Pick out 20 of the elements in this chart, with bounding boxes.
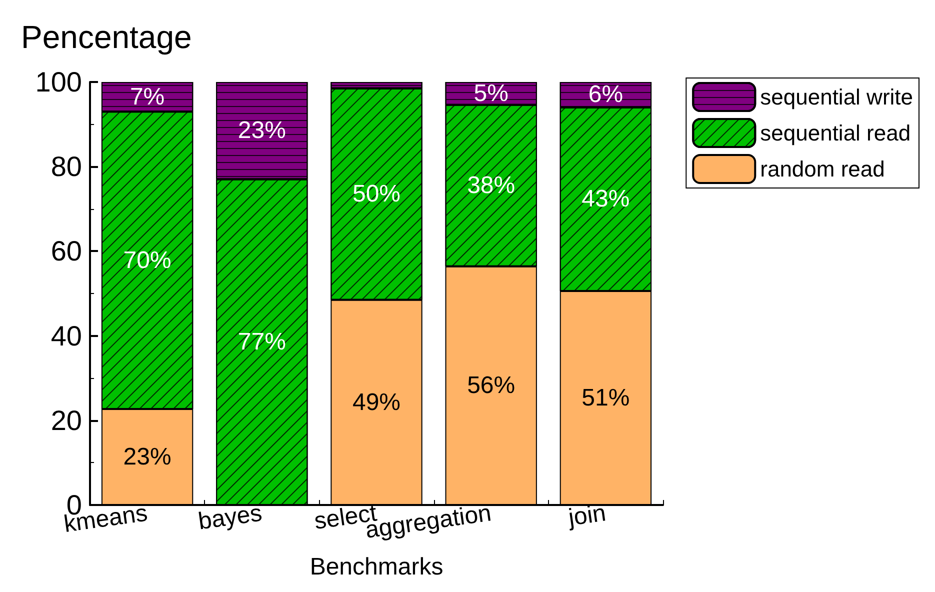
y-tick-label: 80 [50,151,82,182]
legend-label: sequential read [760,120,911,146]
data-label: 6% [588,81,624,108]
data-label: 5% [474,80,508,107]
data-label: 23% [238,117,286,144]
y-tick-label: 100 [35,66,82,98]
data-label: 51% [582,384,630,412]
y-axis-title: Pencentage [21,19,192,55]
data-label: 56% [467,372,516,400]
x-tick-label: bayes [196,500,264,536]
data-label: 49% [352,388,401,416]
data-label: 23% [123,443,172,470]
data-label: 7% [130,83,165,110]
legend-label: random read [760,156,885,182]
y-tick-label: 40 [50,320,82,352]
x-axis-title: Benchmarks [310,554,444,580]
y-tick-label: 60 [50,236,82,267]
legend-label: sequential write [760,84,914,110]
y-tick-label: 20 [50,404,82,436]
x-tick-label: join [566,500,608,532]
